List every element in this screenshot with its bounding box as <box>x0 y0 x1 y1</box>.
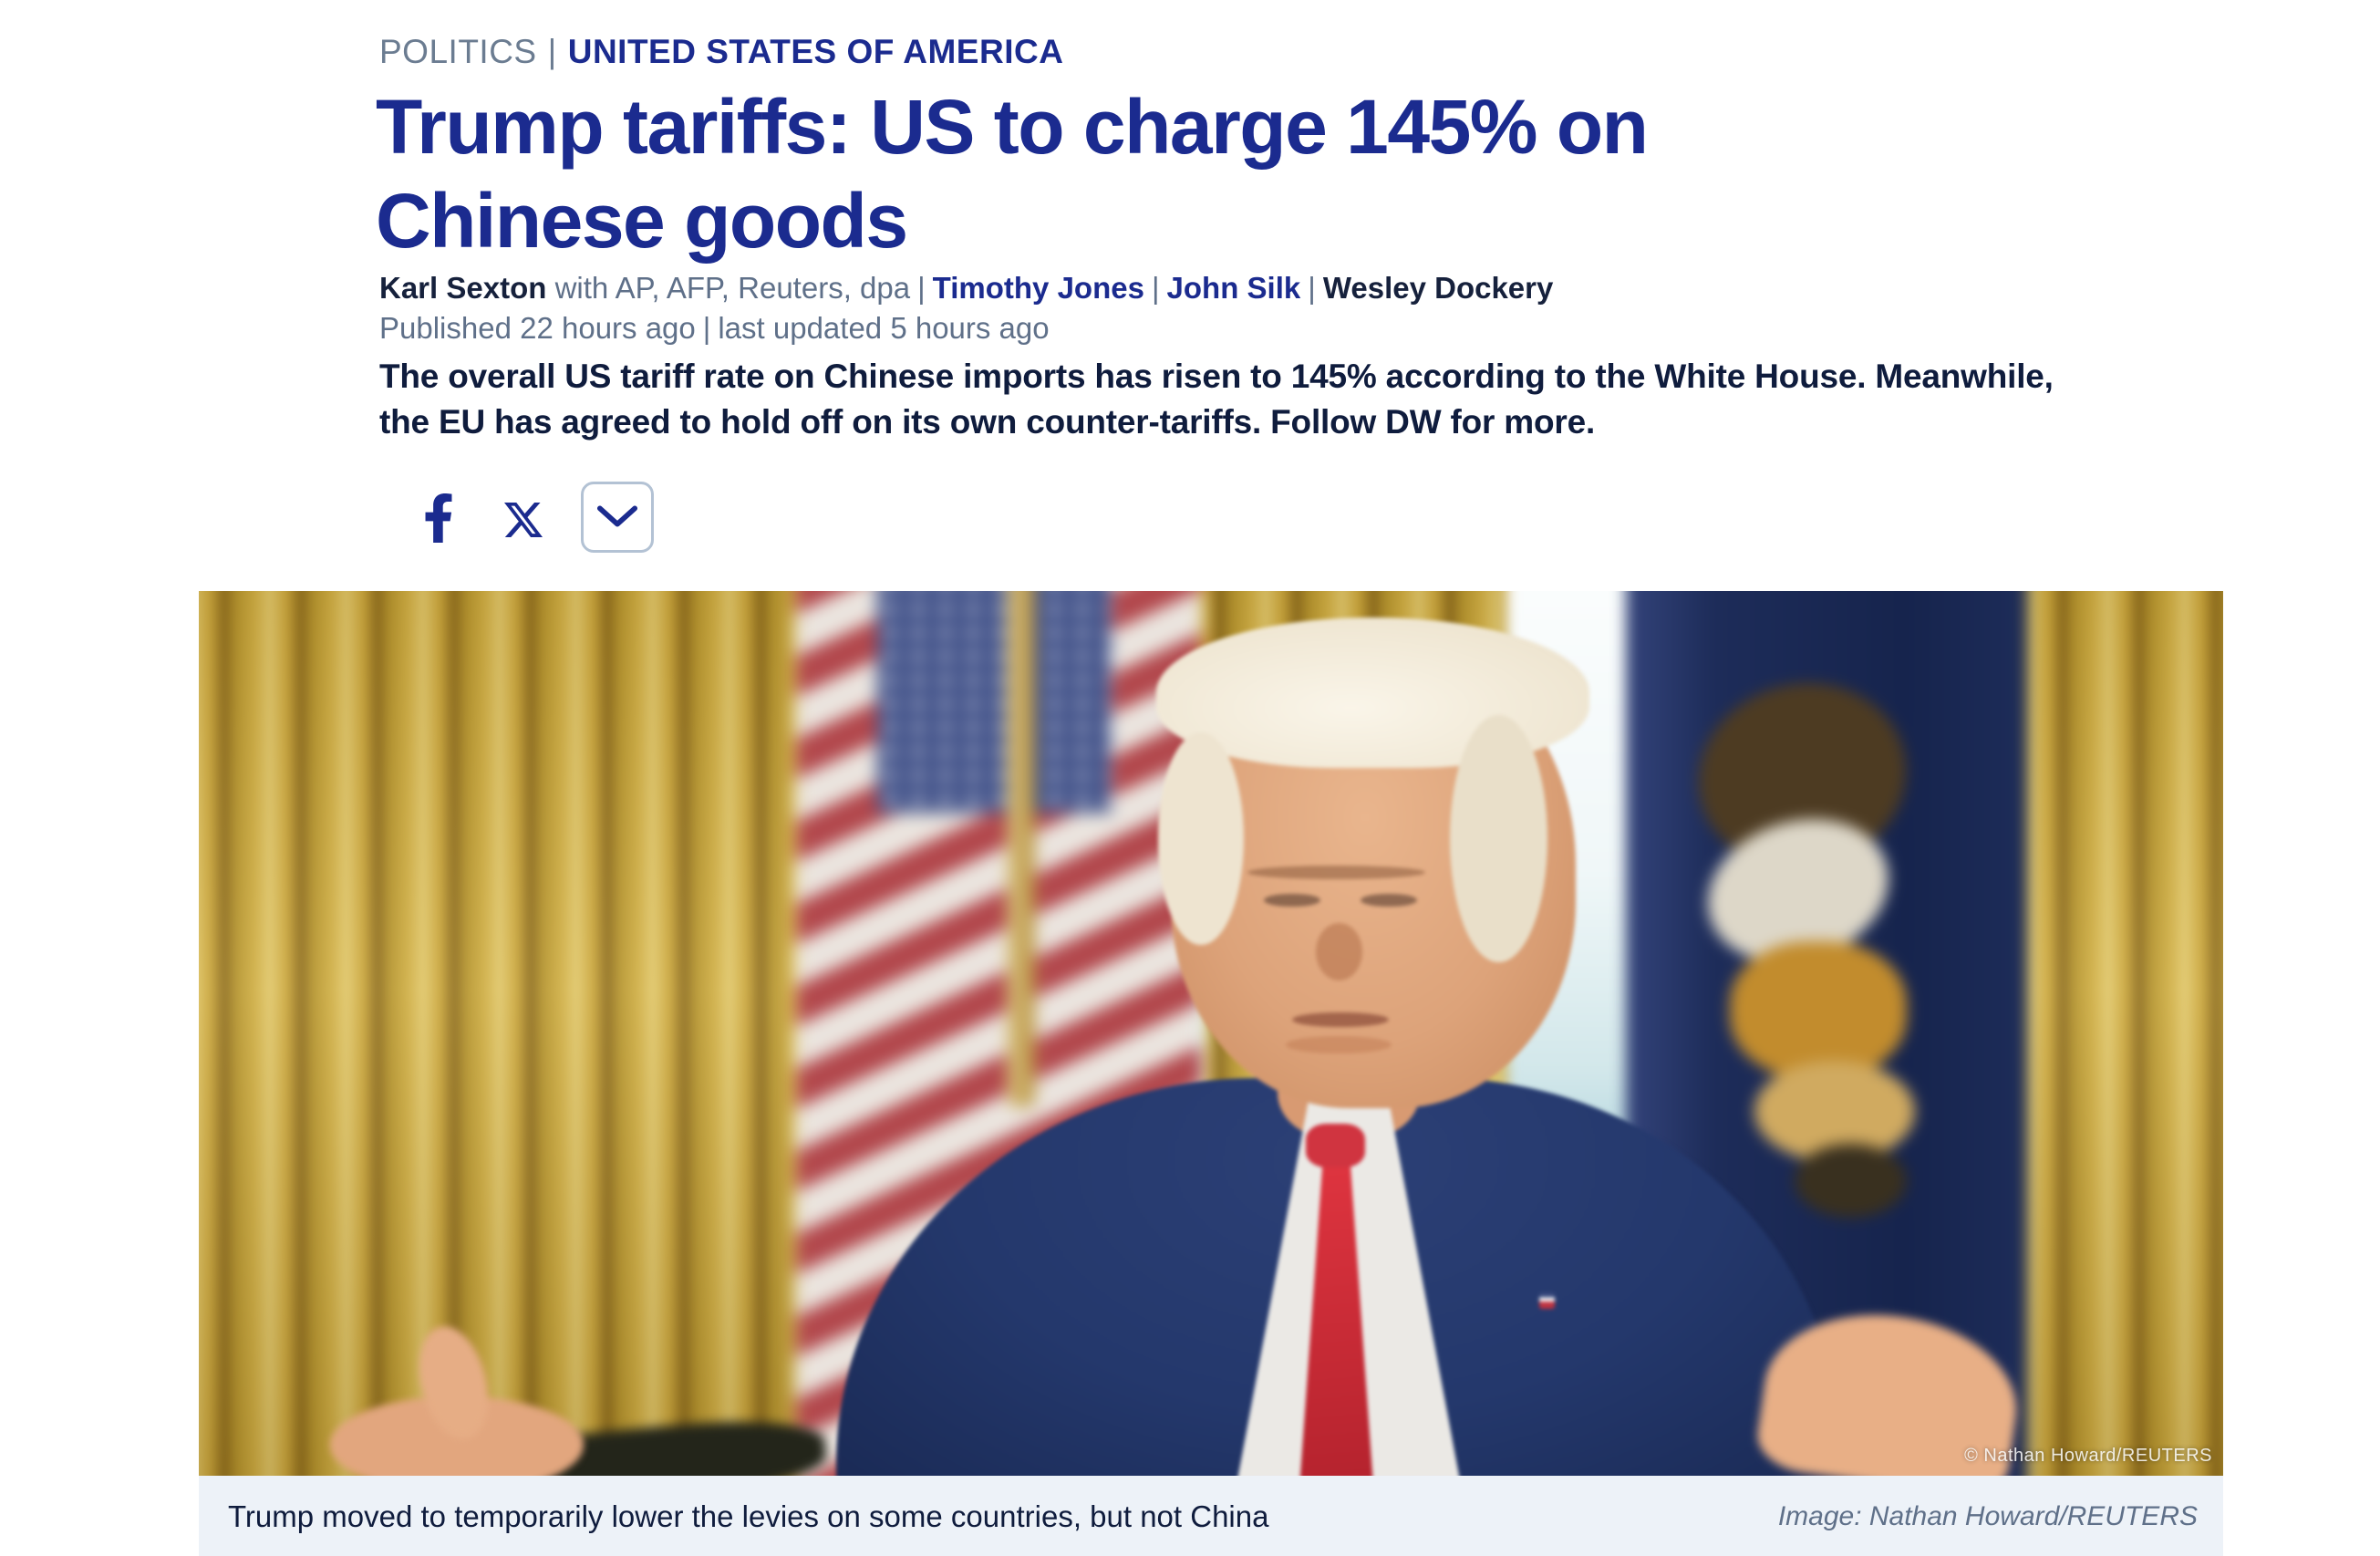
updated-label: last updated 5 hours ago <box>718 311 1050 345</box>
share-expand-button[interactable] <box>581 482 654 553</box>
byline-contributor-link[interactable]: Timothy Jones <box>932 271 1144 305</box>
tie-knot <box>1306 1123 1365 1168</box>
byline-agencies: with AP, AFP, Reuters, dpa <box>554 271 911 305</box>
article-hero-image: © Nathan Howard/REUTERS <box>199 591 2223 1476</box>
facebook-icon <box>423 493 454 545</box>
breadcrumb: POLITICS | UNITED STATES OF AMERICA <box>379 33 1063 71</box>
page-title: Trump tariffs: US to charge 145% on Chin… <box>376 84 1649 264</box>
timestamp-separator: | <box>702 311 711 345</box>
breadcrumb-separator: | <box>547 33 557 70</box>
byline-author: Karl Sexton <box>379 271 547 305</box>
eyebrows <box>1247 865 1426 880</box>
image-credit: Image: Nathan Howard/REUTERS <box>1777 1501 2198 1531</box>
nose-shadow <box>1316 922 1363 980</box>
caption-bar <box>199 1476 2223 1556</box>
trump-figure <box>199 591 2223 1476</box>
breadcrumb-section-link[interactable]: POLITICS <box>379 33 537 70</box>
chin-shadow <box>1286 1035 1392 1054</box>
x-icon <box>504 503 543 542</box>
us-flag-lapel-pin <box>1538 1292 1556 1309</box>
byline-separator: | <box>917 271 926 305</box>
chevron-down-icon <box>596 504 638 531</box>
hair-side-left <box>1158 732 1244 945</box>
share-facebook-button[interactable] <box>418 493 460 543</box>
byline-contributor: Wesley Dockery <box>1322 271 1554 305</box>
photo-watermark: © Nathan Howard/REUTERS <box>1964 1446 2212 1466</box>
image-caption: Trump moved to temporarily lower the lev… <box>228 1499 1269 1533</box>
byline-contributor-link[interactable]: John Silk <box>1166 271 1301 305</box>
byline-separator: | <box>1151 271 1160 305</box>
share-x-button[interactable] <box>503 501 543 539</box>
byline-separator: | <box>1308 271 1316 305</box>
article-lead: The overall US tariff rate on Chinese im… <box>379 358 2054 441</box>
publish-timestamp: Published 22 hours ago | last updated 5 ho… <box>379 311 1050 346</box>
us-flag-canton <box>876 591 1112 813</box>
eagle-emblem-shield <box>1730 941 1907 1080</box>
eye-left <box>1263 893 1320 908</box>
eye-right <box>1361 893 1418 908</box>
eagle-emblem-base <box>1794 1144 1907 1218</box>
flag-cord <box>1006 591 1035 1107</box>
breadcrumb-topic-link[interactable]: UNITED STATES OF AMERICA <box>567 33 1064 70</box>
hair-side-right <box>1449 714 1547 963</box>
byline: Karl Sexton with AP, AFP, Reuters, dpa | T… <box>379 271 1553 306</box>
published-label: Published 22 hours ago <box>379 311 696 345</box>
mouth <box>1291 1011 1390 1028</box>
